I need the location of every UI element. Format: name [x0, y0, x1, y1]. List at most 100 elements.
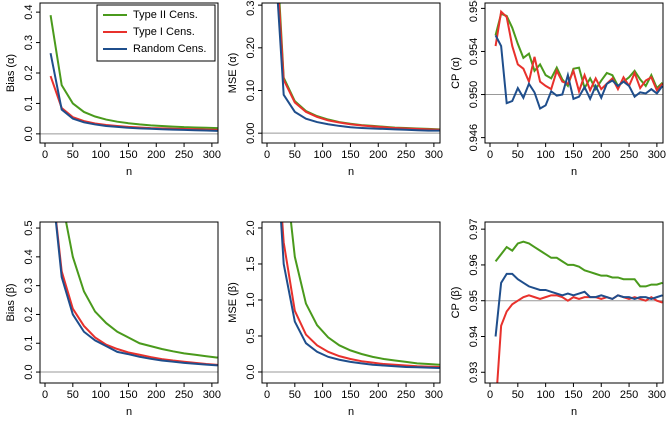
- panel: 0 50 100 150 200 250 300 0.93 0.94 0.95 0.96 0.97 n C…: [450, 218, 666, 417]
- panel: 0 50 100 150 200 250 300 0.0 0.1 0.2 0.3 0.4 n Bias (…: [5, 2, 221, 178]
- y-tick-label: 0.2: [23, 65, 35, 80]
- y-tick-label: 0.1: [23, 336, 35, 351]
- series-line: [494, 240, 663, 288]
- x-tick-label: 0: [487, 149, 493, 161]
- series-line: [55, 222, 218, 366]
- legend-label: Type II Cens.: [133, 9, 198, 21]
- series-group: [49, 15, 218, 132]
- y-tick-label: 0.0: [245, 364, 257, 379]
- y-tick-label: 0.10: [245, 80, 257, 101]
- x-tick-label: 100: [313, 149, 331, 161]
- series-line: [494, 272, 663, 337]
- x-axis-label: n: [348, 166, 354, 178]
- x-tick-label: 300: [648, 149, 666, 161]
- x-tick-label: 150: [341, 389, 359, 401]
- y-tick-label: 0.5: [23, 220, 35, 235]
- x-tick-label: 50: [512, 389, 524, 401]
- x-tick-label: 50: [67, 389, 79, 401]
- y-tick-label: 0.30: [245, 0, 257, 16]
- x-axis-label: n: [571, 406, 577, 418]
- x-tick-label: 100: [91, 149, 109, 161]
- x-tick-label: 0: [42, 149, 48, 161]
- legend-label: Type I Cens.: [133, 26, 195, 38]
- x-tick-label: 0: [264, 389, 270, 401]
- y-tick-label: 0.4: [23, 4, 35, 19]
- y-tick-label: 0.97: [468, 218, 480, 239]
- series-line: [65, 222, 218, 359]
- y-axis-label: Bias (α): [5, 54, 17, 92]
- series-group: [54, 222, 218, 367]
- y-tick-label: 0.95: [468, 290, 480, 311]
- series-line: [281, 222, 440, 368]
- x-tick-label: 50: [289, 389, 301, 401]
- y-tick-label: 0.3: [23, 278, 35, 293]
- x-axis-label: n: [571, 166, 577, 178]
- x-tick-label: 100: [536, 389, 554, 401]
- plot-frame: [484, 2, 664, 144]
- x-tick-label: 150: [341, 149, 359, 161]
- x-tick-label: 300: [203, 149, 221, 161]
- x-tick-label: 300: [648, 389, 666, 401]
- panel: 0 50 100 150 200 250 300 0.0 0.5 1.0 1.5 2.0 n MSE (β…: [227, 220, 443, 418]
- x-tick-label: 150: [564, 149, 582, 161]
- x-tick-label: 200: [592, 149, 610, 161]
- series-line: [49, 15, 218, 130]
- y-tick-label: 0.93: [468, 362, 480, 383]
- x-tick-label: 150: [119, 389, 137, 401]
- x-tick-label: 300: [203, 389, 221, 401]
- x-tick-label: 100: [91, 389, 109, 401]
- series-line: [494, 9, 663, 95]
- x-tick-label: 250: [397, 389, 415, 401]
- x-axis-label: n: [126, 166, 132, 178]
- x-tick-label: 100: [313, 389, 331, 401]
- y-tick-label: 0.954: [468, 38, 480, 66]
- series-line: [276, 3, 440, 132]
- plot-frame: [261, 221, 441, 384]
- x-tick-label: 0: [487, 389, 493, 401]
- x-tick-label: 250: [397, 149, 415, 161]
- y-tick-label: 0.946: [468, 124, 480, 152]
- x-tick-label: 50: [67, 149, 79, 161]
- series-line: [49, 75, 218, 131]
- y-tick-label: 0.94: [468, 326, 480, 347]
- y-tick-label: 0.2: [23, 307, 35, 322]
- legend: Type II Cens. Type I Cens. Random Cens.: [96, 4, 216, 62]
- x-axis-label: n: [348, 406, 354, 418]
- y-tick-label: 0.00: [245, 122, 257, 143]
- series-line: [289, 222, 440, 366]
- y-tick-label: 0.0: [23, 126, 35, 141]
- y-axis-label: Bias (β): [5, 283, 17, 321]
- legend-label: Random Cens.: [133, 43, 206, 55]
- x-tick-label: 250: [620, 389, 638, 401]
- y-tick-label: 0.1: [23, 96, 35, 111]
- y-tick-label: 1.0: [245, 292, 257, 307]
- series-line: [277, 3, 440, 131]
- y-axis-label: CP (α): [450, 57, 462, 89]
- x-axis-label: n: [126, 406, 132, 418]
- y-tick-label: 0.3: [23, 35, 35, 50]
- x-tick-label: 200: [147, 149, 165, 161]
- x-tick-label: 250: [620, 149, 638, 161]
- series-line: [494, 34, 663, 111]
- plot-frame: [484, 221, 664, 384]
- y-axis-label: MSE (α): [227, 53, 239, 94]
- x-tick-label: 150: [564, 389, 582, 401]
- series-group: [280, 222, 440, 370]
- x-tick-label: 250: [175, 389, 193, 401]
- x-tick-label: 150: [119, 149, 137, 161]
- x-tick-label: 100: [536, 149, 554, 161]
- y-tick-label: 0.5: [245, 328, 257, 343]
- series-line: [280, 222, 440, 370]
- x-tick-label: 0: [264, 149, 270, 161]
- y-tick-label: 0.4: [23, 249, 35, 264]
- x-tick-label: 200: [369, 389, 387, 401]
- x-tick-label: 50: [512, 149, 524, 161]
- y-tick-label: 0.0: [23, 364, 35, 379]
- panel: 0 50 100 150 200 250 300 0.0 0.1 0.2 0.3 0.4 0.5 n Bia…: [5, 220, 221, 418]
- series-line: [49, 53, 218, 132]
- y-tick-label: 0.958: [468, 0, 480, 22]
- x-tick-label: 300: [425, 389, 443, 401]
- x-tick-label: 300: [425, 149, 443, 161]
- x-tick-label: 50: [289, 149, 301, 161]
